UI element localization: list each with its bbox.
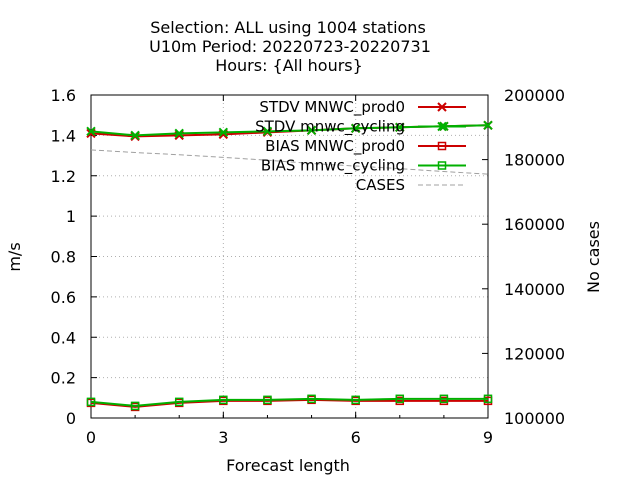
data-point [130,130,140,141]
data-point [483,120,493,130]
legend-label: CASES [356,176,405,194]
y2-tick-label: 120000 [504,344,565,363]
y2-tick-label: 200000 [504,86,565,105]
y2-axis-label: No cases [584,221,603,293]
legend-marker [437,102,447,112]
title-line-1: Selection: ALL using 1004 stations [150,18,426,37]
data-point [306,125,317,136]
y2-tick-label: 100000 [504,409,565,428]
y-tick-label: 1 [66,207,76,226]
y2-tick-label: 160000 [504,215,565,234]
data-point [174,128,184,139]
legend-label: STDV MNWC_prod0 [259,98,405,117]
data-point [395,394,405,404]
y2-tick-label: 180000 [504,151,565,170]
y-tick-label: 0.2 [51,369,76,388]
series-line [90,397,488,407]
data-point [130,401,140,411]
y2-tick-label: 140000 [504,280,565,299]
data-point [218,127,229,138]
data-point [439,394,449,404]
data-point [86,397,96,407]
x-tick-label: 9 [483,428,493,447]
legend-label: STDV mnwc_cycling [255,118,405,137]
series-line [90,149,489,175]
legend-label: BIAS mnwc_cycling [261,157,405,176]
y-tick-label: 1.4 [51,126,76,145]
data-point [351,395,360,405]
y-tick-label: 0.8 [51,248,76,267]
x-axis-label: Forecast length [226,456,350,475]
y-tick-label: 0.6 [51,288,76,307]
legend-marker [437,121,447,132]
y-axis-label: m/s [5,242,24,271]
data-point [483,394,493,404]
series-line [90,398,488,408]
legend-item-4: BIAS mnwc_cycling [261,157,466,176]
legend-item-3: BIAS MNWC_prod0 [265,137,466,156]
data-point [263,395,272,405]
data-point [174,397,184,407]
legend-item-2: STDV mnwc_cycling [255,118,466,137]
legend-marker [437,141,447,151]
title-line-2: U10m Period: 20220723-20220731 [149,37,431,56]
data-point [307,394,316,404]
legend-item-5: CASES [356,176,466,194]
y-tick-label: 0 [66,409,76,428]
data-point [86,126,96,137]
x-tick-label: 3 [218,428,228,447]
legend-item-1: STDV MNWC_prod0 [259,98,466,117]
data-point [350,123,361,134]
y-axis: 0 0.2 0.4 0.6 0.8 1 1.2 1.4 1.6 [51,86,97,428]
y-tick-label: 1.2 [51,167,76,186]
y-tick-label: 0.4 [51,328,76,347]
legend-marker [437,161,447,170]
data-point [395,122,405,133]
legend-label: BIAS MNWC_prod0 [265,137,405,156]
title-line-3: Hours: {All hours} [215,56,363,75]
y-tick-label: 1.6 [51,86,76,105]
x-tick-label: 0 [86,428,96,447]
x-tick-label: 6 [351,428,361,447]
x-axis: 0 3 6 9 [86,95,493,447]
y2-axis: 100000 120000 140000 160000 180000 200000 [482,86,565,428]
data-point [219,395,228,405]
series-5 [90,149,489,175]
data-point [262,126,273,137]
chart-title: Selection: ALL using 1004 stations U10m … [149,18,431,75]
series-4 [86,394,493,411]
